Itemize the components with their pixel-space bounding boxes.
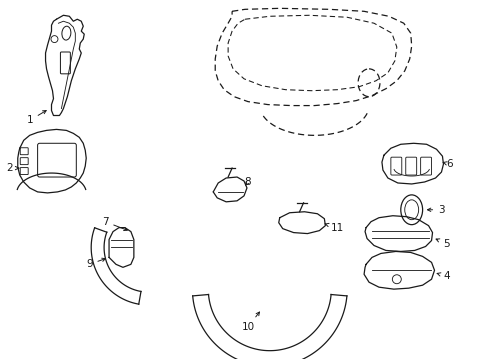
Text: 6: 6 bbox=[442, 159, 452, 169]
Text: 9: 9 bbox=[86, 258, 105, 269]
Text: 10: 10 bbox=[241, 312, 259, 332]
Text: 4: 4 bbox=[436, 271, 449, 281]
Text: 2: 2 bbox=[6, 163, 19, 173]
Text: 1: 1 bbox=[26, 111, 46, 126]
Text: 3: 3 bbox=[427, 205, 444, 215]
Text: 11: 11 bbox=[325, 222, 343, 233]
Text: 5: 5 bbox=[435, 239, 449, 248]
Text: 7: 7 bbox=[102, 217, 127, 230]
Text: 8: 8 bbox=[244, 177, 251, 187]
